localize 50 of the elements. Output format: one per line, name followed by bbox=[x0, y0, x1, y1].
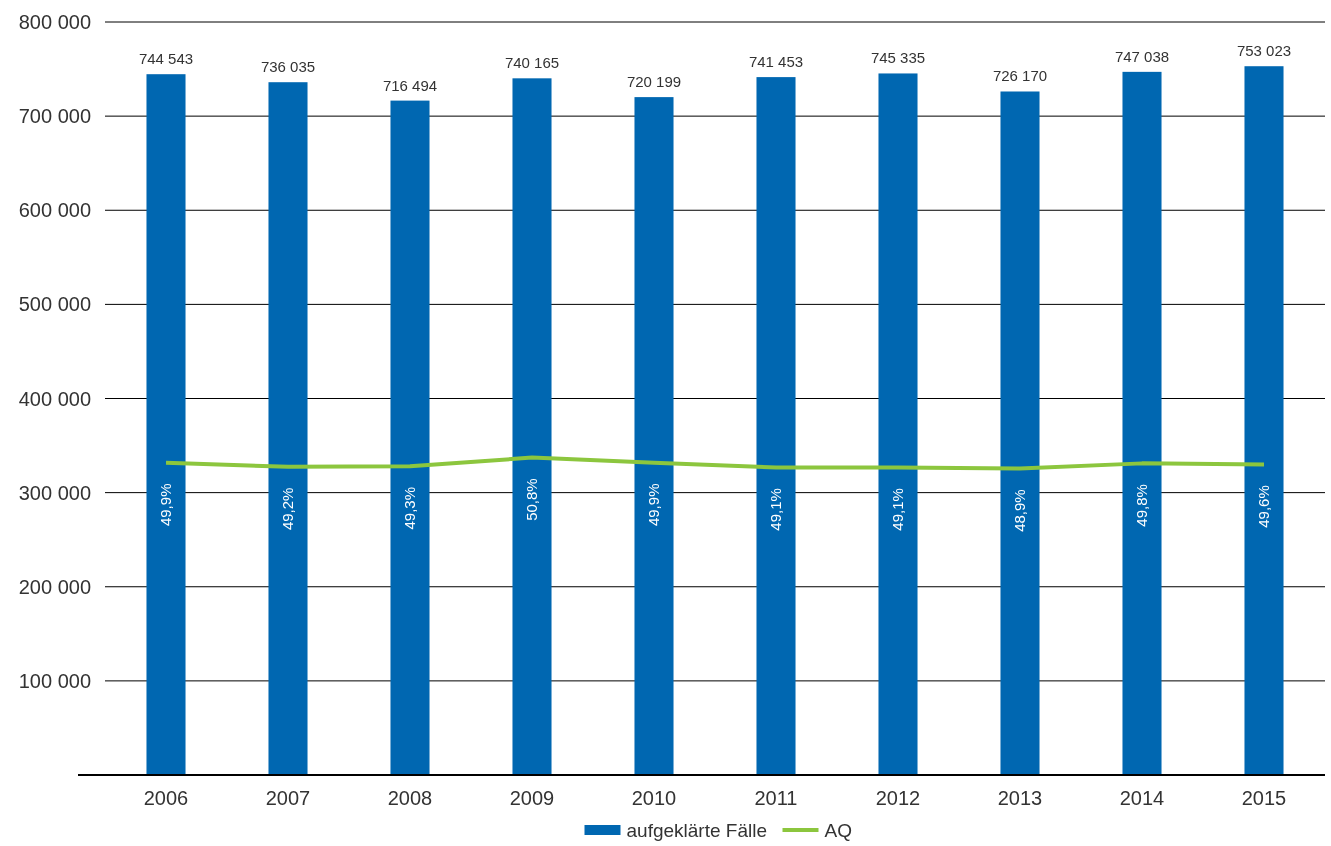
x-tick-label: 2012 bbox=[875, 787, 921, 809]
bar bbox=[1000, 91, 1040, 775]
data-label: 744 543 bbox=[138, 50, 194, 68]
data-label: 49,1% bbox=[889, 488, 906, 531]
bar bbox=[878, 73, 918, 775]
x-tick-label: 2010 bbox=[631, 787, 677, 809]
x-tick-label: 2011 bbox=[754, 787, 798, 809]
bar bbox=[1122, 71, 1162, 775]
data-label: 716 494 bbox=[382, 76, 438, 94]
x-tick-label: 2013 bbox=[997, 787, 1043, 809]
legend-label: aufgeklärte Fälle bbox=[626, 819, 767, 841]
data-label: 49,1% bbox=[767, 488, 784, 531]
bar bbox=[268, 82, 308, 775]
data-label: 49,8% bbox=[1133, 484, 1150, 527]
data-label: 740 165 bbox=[504, 54, 560, 72]
data-label: 720 199 bbox=[626, 73, 682, 91]
x-tick-label: 2015 bbox=[1241, 787, 1287, 809]
bar bbox=[1244, 66, 1284, 775]
data-label: 49,9% bbox=[645, 483, 662, 527]
legend-label: AQ bbox=[824, 819, 852, 841]
y-tick-label: 700 000 bbox=[18, 105, 91, 128]
bar bbox=[146, 74, 186, 775]
x-tick-label: 2014 bbox=[1119, 787, 1165, 809]
x-tick-label: 2009 bbox=[509, 787, 555, 809]
bar bbox=[756, 77, 796, 775]
bar bbox=[390, 100, 430, 775]
data-label: 747 038 bbox=[1114, 47, 1170, 65]
x-tick-label: 2006 bbox=[143, 787, 189, 809]
data-label: 48,9% bbox=[1011, 489, 1028, 532]
y-tick-label: 800 000 bbox=[18, 11, 91, 33]
data-label: 50,8% bbox=[523, 478, 540, 521]
bar bbox=[512, 78, 552, 775]
data-label: 741 453 bbox=[748, 53, 804, 71]
data-label: 736 035 bbox=[260, 58, 316, 76]
x-tick-label: 2008 bbox=[387, 787, 433, 809]
y-tick-label: 200 000 bbox=[18, 575, 91, 598]
x-tick-label: 2007 bbox=[265, 787, 311, 809]
data-label: 745 335 bbox=[870, 49, 926, 67]
y-tick-label: 300 000 bbox=[18, 481, 91, 504]
data-label: 49,3% bbox=[401, 487, 418, 530]
y-tick-label: 600 000 bbox=[18, 199, 91, 222]
data-label: 49,2% bbox=[279, 487, 296, 531]
y-tick-label: 100 000 bbox=[18, 669, 91, 692]
y-tick-label: 500 000 bbox=[18, 293, 91, 316]
data-label: 753 023 bbox=[1236, 42, 1292, 60]
data-label: 726 170 bbox=[992, 67, 1048, 85]
data-label: 49,6% bbox=[1255, 485, 1272, 528]
bar bbox=[634, 97, 674, 775]
data-label: 49,9% bbox=[157, 483, 174, 527]
y-tick-label: 400 000 bbox=[18, 387, 91, 410]
